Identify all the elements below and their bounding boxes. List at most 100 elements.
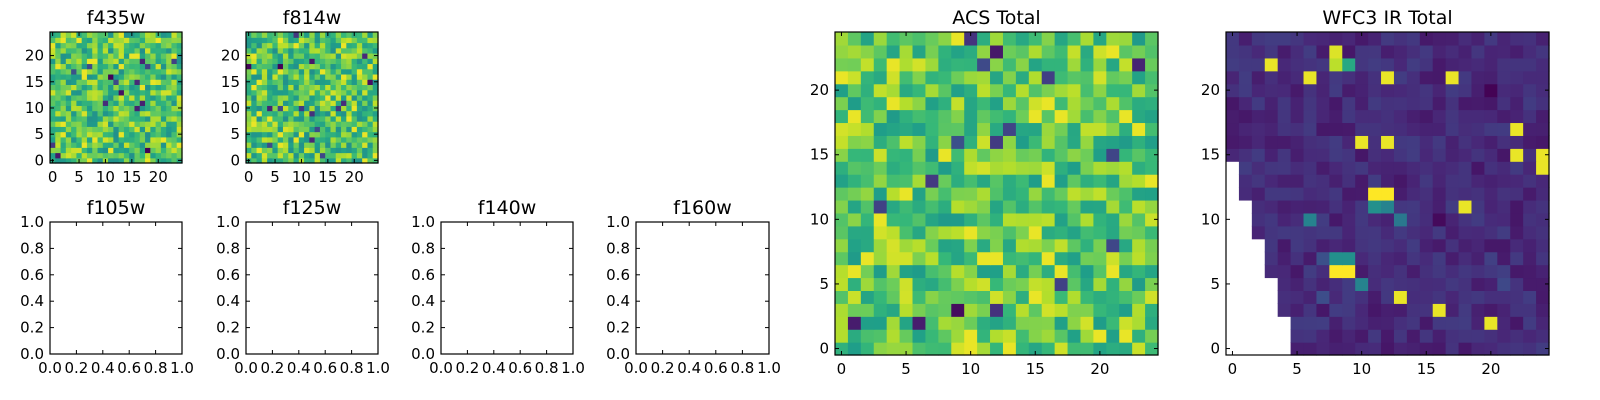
heatmap-cell: [351, 68, 358, 75]
heatmap-cell: [282, 157, 289, 164]
y-tick-label: 5: [1210, 275, 1220, 293]
heatmap-cell: [1355, 342, 1369, 356]
heatmap-cell: [835, 96, 849, 111]
heatmap-cell: [847, 187, 862, 201]
heatmap-cell: [330, 110, 337, 117]
heatmap-cell: [1015, 109, 1030, 124]
heatmap-cell: [1015, 264, 1030, 279]
heatmap-cell: [1445, 70, 1460, 85]
heatmap-cell: [1355, 135, 1369, 149]
heatmap-cell: [341, 105, 347, 112]
heatmap-cell: [351, 152, 358, 159]
heatmap-cell: [81, 52, 88, 59]
heatmap-cell: [251, 47, 258, 54]
heatmap-cell: [150, 73, 157, 80]
x-tick-label: 0.0: [624, 359, 648, 377]
heatmap-cell: [277, 58, 284, 65]
heatmap-cell: [372, 47, 379, 54]
heatmap-cell: [1419, 303, 1434, 317]
heatmap-cell: [65, 136, 72, 143]
heatmap-cell: [256, 63, 263, 70]
heatmap-cell: [55, 47, 62, 54]
heatmap-cell: [1277, 238, 1292, 253]
heatmap-cell: [912, 83, 927, 98]
heatmap-cell: [298, 47, 305, 54]
heatmap-cell: [1458, 174, 1473, 188]
heatmap-cell: [102, 105, 109, 112]
heatmap-cell: [1226, 32, 1240, 46]
heatmap-cell: [81, 79, 88, 85]
x-tick-label: 0: [837, 360, 847, 378]
heatmap-cell: [1484, 122, 1498, 136]
heatmap-cell: [1497, 148, 1511, 162]
heatmap-cell: [309, 42, 316, 49]
heatmap-cell: [990, 174, 1004, 188]
heatmap-cell: [1393, 187, 1408, 201]
heatmap-cell: [977, 44, 991, 59]
heatmap-cell: [293, 147, 300, 154]
heatmap-cell: [1523, 109, 1537, 124]
heatmap-cell: [1510, 251, 1524, 266]
heatmap-cell: [113, 42, 120, 49]
heatmap-cell: [246, 58, 252, 65]
heatmap-cell: [118, 100, 125, 106]
heatmap-cell: [282, 94, 289, 101]
heatmap-cell: [1355, 57, 1369, 72]
heatmap-cell: [81, 63, 88, 70]
heatmap-cell: [76, 121, 83, 127]
heatmap-cell: [246, 110, 252, 117]
heatmap-cell: [134, 84, 141, 91]
y-tick-label: 0.2: [216, 319, 240, 337]
heatmap-cell: [1093, 187, 1107, 201]
heatmap-cell: [155, 52, 162, 59]
heatmap-cell: [1054, 329, 1069, 343]
heatmap-cell: [1067, 316, 1082, 330]
heatmap-cell: [325, 131, 332, 138]
heatmap-cell: [1510, 148, 1524, 162]
heatmap-cell: [938, 148, 952, 162]
heatmap-cell: [1406, 199, 1421, 214]
heatmap-cell: [1119, 199, 1133, 214]
heatmap-cell: [92, 68, 99, 75]
heatmap-cell: [304, 152, 310, 159]
heatmap-cell: [277, 105, 284, 112]
heatmap-cell: [272, 94, 279, 101]
heatmap-cell: [139, 105, 146, 112]
heatmap-cell: [102, 131, 109, 138]
heatmap-cell: [335, 94, 342, 101]
heatmap-cell: [1106, 83, 1120, 98]
heatmap-cell: [282, 73, 289, 80]
heatmap-cell: [71, 89, 77, 96]
heatmap-cell: [1329, 238, 1343, 253]
heatmap-cell: [886, 316, 901, 330]
heatmap-cell: [1303, 238, 1318, 253]
heatmap-cell: [1002, 148, 1017, 162]
heatmap-cell: [123, 63, 130, 70]
heatmap-cell: [166, 89, 173, 96]
heatmap-cell: [335, 157, 342, 164]
heatmap-cell: [367, 37, 374, 44]
heatmap-cell: [1510, 161, 1524, 175]
heatmap-cell: [50, 110, 56, 117]
heatmap-cell: [860, 290, 875, 304]
heatmap-cell: [118, 79, 125, 85]
heatmap-cell: [356, 58, 363, 65]
heatmap-cell: [1368, 277, 1382, 291]
heatmap-cell: [1432, 57, 1447, 72]
heatmap-cell: [81, 115, 88, 122]
heatmap-cell: [277, 89, 284, 96]
heatmap-cell: [1368, 212, 1382, 227]
heatmap-cell: [964, 109, 978, 124]
heatmap-cell: [1303, 251, 1318, 266]
heatmap-cell: [246, 63, 252, 70]
heatmap-cell: [71, 79, 77, 85]
heatmap-cell: [1054, 225, 1069, 240]
heatmap-cell: [267, 131, 273, 138]
y-tick-label: 15: [1201, 146, 1220, 164]
heatmap-cell: [1316, 251, 1330, 266]
heatmap-cell: [335, 100, 342, 106]
heatmap-cell: [356, 110, 363, 117]
heatmap-cell: [1002, 83, 1017, 98]
heatmap-cell: [1536, 161, 1550, 175]
heatmap-cell: [912, 199, 927, 214]
